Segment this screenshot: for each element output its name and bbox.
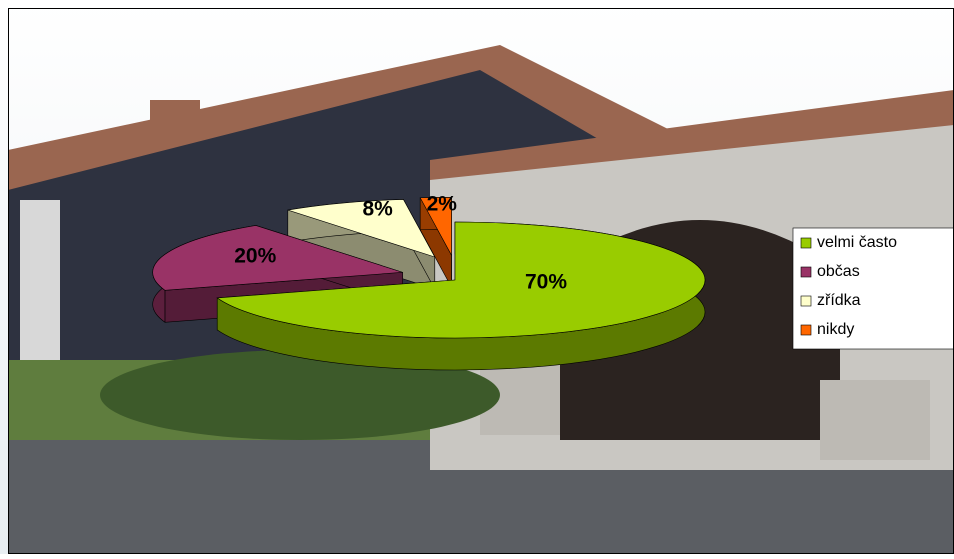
legend-swatch (801, 238, 811, 248)
data-label: 2% (427, 193, 458, 216)
page: {"chart_data":{"type":"pie","categories"… (0, 0, 954, 554)
data-label: 20% (234, 244, 276, 267)
legend-swatch (801, 267, 811, 277)
chart: 70% 20% 8% 2% velmi často občas zřídka nikdy (0, 0, 954, 554)
legend: velmi často občas zřídka nikdy (793, 228, 954, 349)
data-label: 70% (525, 271, 567, 294)
legend-label: zřídka (817, 292, 861, 309)
data-label: 8% (363, 198, 394, 221)
legend-swatch (801, 296, 811, 306)
legend-label: nikdy (817, 321, 854, 338)
legend-label: velmi často (817, 234, 897, 251)
legend-label: občas (817, 263, 860, 280)
legend-swatch (801, 325, 811, 335)
